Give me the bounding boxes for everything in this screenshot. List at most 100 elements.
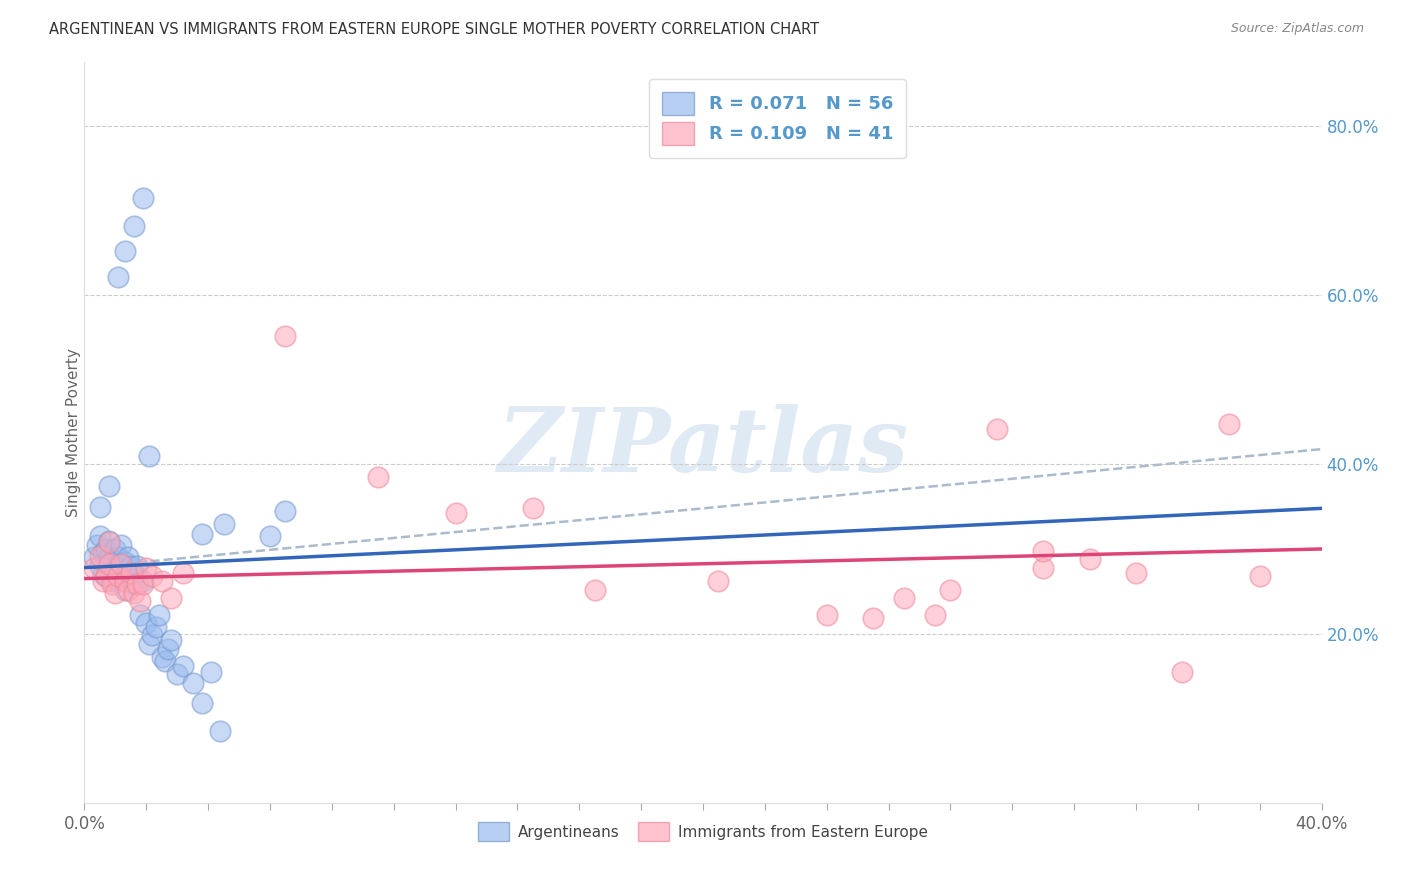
- Point: [924, 607, 946, 622]
- Point: [89, 549, 111, 563]
- Point: [132, 191, 155, 205]
- Text: Source: ZipAtlas.com: Source: ZipAtlas.com: [1230, 22, 1364, 36]
- Point: [104, 586, 127, 600]
- Point: [117, 566, 139, 580]
- Point: [166, 667, 188, 681]
- Point: [110, 558, 132, 572]
- Point: [148, 607, 170, 622]
- Point: [707, 574, 730, 588]
- Point: [145, 620, 167, 634]
- Point: [122, 567, 145, 582]
- Point: [94, 558, 117, 573]
- Point: [1249, 569, 1271, 583]
- Point: [83, 560, 105, 574]
- Point: [89, 500, 111, 514]
- Point: [893, 591, 915, 605]
- Point: [110, 562, 132, 576]
- Point: [120, 558, 142, 573]
- Point: [160, 633, 183, 648]
- Point: [522, 501, 544, 516]
- Point: [444, 507, 467, 521]
- Point: [150, 574, 173, 588]
- Point: [138, 637, 160, 651]
- Point: [91, 567, 114, 582]
- Point: [117, 582, 139, 597]
- Point: [101, 574, 124, 588]
- Point: [107, 569, 129, 583]
- Point: [83, 550, 105, 565]
- Point: [135, 616, 157, 631]
- Point: [122, 577, 145, 591]
- Point: [120, 574, 142, 588]
- Point: [104, 566, 127, 580]
- Point: [172, 566, 194, 580]
- Point: [91, 574, 114, 588]
- Point: [135, 560, 157, 574]
- Point: [129, 594, 152, 608]
- Point: [94, 569, 117, 583]
- Point: [212, 516, 235, 531]
- Point: [98, 550, 121, 565]
- Point: [815, 607, 838, 622]
- Point: [125, 558, 148, 573]
- Point: [122, 219, 145, 233]
- Point: [150, 650, 173, 665]
- Point: [98, 558, 121, 572]
- Point: [1218, 417, 1240, 431]
- Point: [141, 628, 163, 642]
- Point: [160, 591, 183, 605]
- Point: [98, 535, 121, 549]
- Legend: Argentineans, Immigrants from Eastern Europe: Argentineans, Immigrants from Eastern Eu…: [472, 816, 934, 847]
- Point: [101, 555, 124, 569]
- Point: [132, 577, 155, 591]
- Point: [89, 558, 111, 573]
- Point: [107, 269, 129, 284]
- Point: [98, 478, 121, 492]
- Point: [1032, 543, 1054, 558]
- Point: [191, 696, 214, 710]
- Point: [122, 586, 145, 600]
- Point: [86, 538, 108, 552]
- Point: [107, 550, 129, 565]
- Point: [862, 611, 884, 625]
- Point: [986, 422, 1008, 436]
- Point: [129, 607, 152, 622]
- Point: [114, 555, 136, 569]
- Point: [120, 566, 142, 580]
- Point: [110, 538, 132, 552]
- Point: [1171, 665, 1194, 679]
- Point: [274, 504, 297, 518]
- Point: [138, 449, 160, 463]
- Point: [125, 577, 148, 591]
- Point: [274, 328, 297, 343]
- Point: [132, 574, 155, 588]
- Y-axis label: Single Mother Poverty: Single Mother Poverty: [66, 348, 80, 517]
- Point: [939, 582, 962, 597]
- Point: [98, 533, 121, 548]
- Point: [181, 675, 204, 690]
- Point: [91, 546, 114, 560]
- Point: [117, 550, 139, 565]
- Text: ARGENTINEAN VS IMMIGRANTS FROM EASTERN EUROPE SINGLE MOTHER POVERTY CORRELATION : ARGENTINEAN VS IMMIGRANTS FROM EASTERN E…: [49, 22, 820, 37]
- Point: [107, 574, 129, 588]
- Point: [1078, 552, 1101, 566]
- Point: [94, 569, 117, 583]
- Point: [114, 244, 136, 259]
- Point: [89, 529, 111, 543]
- Point: [583, 582, 606, 597]
- Point: [141, 569, 163, 583]
- Point: [104, 541, 127, 556]
- Point: [114, 582, 136, 597]
- Point: [172, 658, 194, 673]
- Point: [259, 529, 281, 543]
- Point: [156, 641, 179, 656]
- Point: [200, 665, 222, 679]
- Point: [153, 654, 176, 668]
- Text: ZIPatlas: ZIPatlas: [498, 404, 908, 491]
- Point: [209, 723, 232, 738]
- Point: [1032, 560, 1054, 574]
- Point: [114, 574, 136, 588]
- Point: [1125, 566, 1147, 580]
- Point: [367, 470, 389, 484]
- Point: [101, 577, 124, 591]
